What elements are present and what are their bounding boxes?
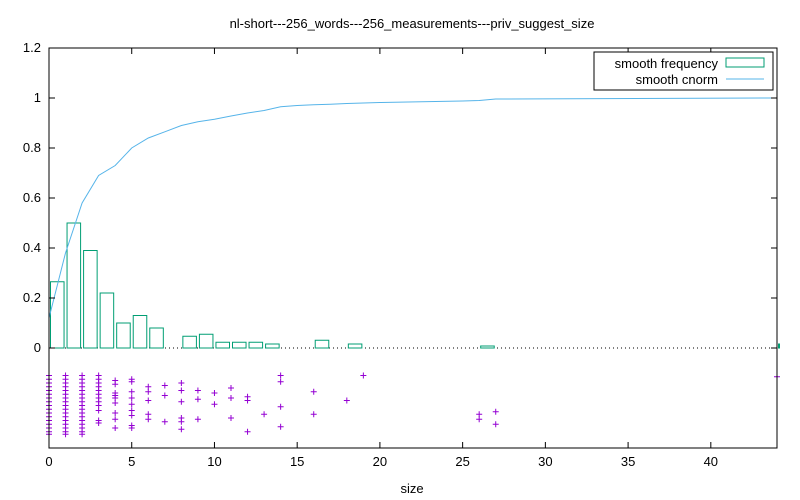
scatter-point <box>310 411 317 418</box>
x-tick-label: 5 <box>128 454 135 469</box>
histogram-bar <box>149 327 164 349</box>
scatter-point <box>79 431 86 438</box>
y-tick-label: 0.2 <box>23 290 41 305</box>
legend-label-smooth-frequency: smooth frequency <box>615 56 719 71</box>
x-tick-label: 15 <box>290 454 304 469</box>
scatter-point <box>161 392 168 399</box>
scatter-point <box>492 421 499 428</box>
scatter-point <box>178 426 185 433</box>
scatter-point <box>194 396 201 403</box>
y-tick-label: 0.4 <box>23 240 41 255</box>
legend: smooth frequency smooth cnorm <box>593 51 774 91</box>
scatter-point <box>128 395 135 401</box>
y-tick-label: 0.6 <box>23 190 41 205</box>
scatter-point <box>228 385 234 391</box>
scatter-point <box>277 372 284 379</box>
x-tick-label: 0 <box>45 454 52 469</box>
x-tick-label: 35 <box>621 454 635 469</box>
x-tick-label: 30 <box>538 454 552 469</box>
scatter-point <box>112 425 119 431</box>
scatter-point <box>228 415 234 421</box>
scatter-point <box>244 428 251 435</box>
scatter-point <box>112 410 119 416</box>
scatter-point <box>178 387 185 394</box>
scatter-point <box>261 411 268 418</box>
scatter-point <box>161 418 168 425</box>
x-tick-label: 10 <box>207 454 221 469</box>
scatter-point <box>194 387 201 394</box>
y-tick-label: 0.8 <box>23 140 41 155</box>
cnorm-line-layer <box>48 97 778 319</box>
y-tick-label: 1 <box>34 90 41 105</box>
scatter-point <box>95 420 102 426</box>
y-tick-label: 1.2 <box>23 40 41 55</box>
x-tick-label: 20 <box>373 454 387 469</box>
histogram-bar <box>132 315 148 349</box>
cnorm-line <box>48 97 778 319</box>
y-tick-label: 0 <box>34 340 41 355</box>
histogram-bar <box>182 335 197 349</box>
axes: 0 0.2 0.4 0.6 0.8 1 1.2 0 5 10 15 20 25 30 35 40 <box>23 40 777 469</box>
scatter-point <box>343 397 350 404</box>
scatter-point <box>178 380 185 386</box>
scatter-point <box>194 416 201 423</box>
scatter-point <box>128 412 135 419</box>
x-tick-label: 25 <box>455 454 469 469</box>
scatter-point <box>161 382 168 389</box>
scatter-point <box>128 378 135 385</box>
histogram-bar <box>99 292 115 349</box>
histogram-bar <box>198 333 214 349</box>
x-tick-label: 40 <box>704 454 718 469</box>
scatter-point <box>145 388 152 395</box>
scatter-point <box>310 388 317 395</box>
scatter-point <box>178 398 185 405</box>
scatter-point <box>277 403 284 410</box>
scatter-point <box>128 401 135 408</box>
scatter-point <box>277 423 284 430</box>
scatter-point <box>128 425 135 431</box>
histogram-bar <box>83 250 98 349</box>
scatter-point <box>244 397 251 404</box>
scatter-point <box>145 416 152 423</box>
histogram-bar <box>215 341 230 349</box>
scatter-point <box>112 381 119 388</box>
histogram-bar <box>265 343 280 349</box>
scatter-point <box>492 408 499 415</box>
histogram-bar <box>116 322 131 349</box>
scatter-point <box>112 416 119 423</box>
histogram-bar <box>66 222 82 349</box>
histogram-bar <box>778 343 780 349</box>
scatter-points <box>46 372 780 438</box>
scatter-point <box>128 388 135 395</box>
scatter-point <box>211 390 218 396</box>
scatter-point <box>228 395 234 401</box>
scatter-point <box>211 401 218 408</box>
histogram-bar <box>50 281 65 349</box>
scatter-point <box>95 407 102 414</box>
histogram-bar <box>480 345 495 349</box>
histogram-bar <box>347 343 363 349</box>
legend-swatch-smooth-frequency <box>725 57 765 68</box>
histogram-bar <box>248 341 264 349</box>
scatter-point <box>62 431 69 438</box>
scatter-point <box>476 416 483 423</box>
chart-title: nl-short---256_words---256_measurements-… <box>230 16 595 31</box>
scatter-point <box>112 400 119 406</box>
scatter-point <box>360 372 367 379</box>
scatter-point <box>178 418 185 425</box>
histogram-bar <box>314 339 330 349</box>
legend-frame <box>593 51 774 91</box>
x-axis-label: size <box>400 481 423 496</box>
scatter-point <box>145 397 152 404</box>
histogram-bar <box>232 341 247 349</box>
legend-label-smooth-cnorm: smooth cnorm <box>636 72 718 87</box>
scatter-point <box>277 378 284 385</box>
histogram-bars <box>50 222 780 349</box>
